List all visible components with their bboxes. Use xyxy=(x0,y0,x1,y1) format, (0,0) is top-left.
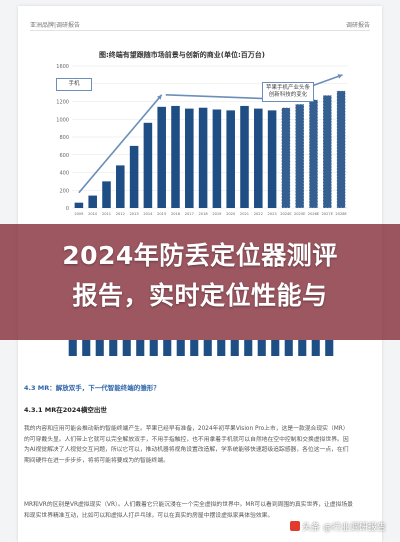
bar-bottom-segment xyxy=(176,340,185,356)
bar-bottom-segment xyxy=(68,340,77,356)
data-bar xyxy=(171,105,180,208)
chart-title: 图:终端有望跟随市场前景与创新的商业(单位:百万台) xyxy=(99,51,265,59)
x-tick-label: 2025E xyxy=(294,212,306,216)
x-tick-label: 2026E xyxy=(308,212,320,216)
y-tick-label: 0 xyxy=(66,206,69,212)
data-bar xyxy=(267,110,277,208)
header-left-text: 亚洲品牌|调研报告 xyxy=(30,22,81,29)
bar-bottom-segment xyxy=(95,340,104,356)
chart-bars xyxy=(74,90,346,209)
header-divider xyxy=(30,30,370,31)
y-tick-label: 600 xyxy=(59,153,69,159)
bar-bottom-segment xyxy=(217,340,226,356)
forecast-bar xyxy=(295,104,304,208)
bar-bottom-segment xyxy=(311,340,320,356)
x-tick-label: 2014 xyxy=(143,212,153,216)
y-tick-label: 400 xyxy=(59,171,69,177)
x-tick-label: 2020 xyxy=(226,212,236,216)
bar-bottom-segment xyxy=(122,340,131,356)
x-tick-label: 2028E xyxy=(335,212,347,216)
data-bar xyxy=(74,202,84,208)
forecast-bar xyxy=(323,95,332,208)
bar-bottom-segment xyxy=(203,340,212,356)
bar-bottom-segment xyxy=(82,340,91,356)
bar-bottom-segment xyxy=(163,340,172,356)
chart-callout-left: 手机 xyxy=(56,78,92,91)
body-paragraph-2: MR和VR的区别是VR虚拟现实（VR）。人们戴着它只能沉浸在一个完全虚拟的世界中… xyxy=(24,502,353,519)
y-tick-label: 200 xyxy=(59,188,69,194)
forecast-hatch xyxy=(295,103,305,209)
bar-bottom-segment xyxy=(244,340,253,356)
bar-bottom-segment xyxy=(271,340,280,356)
data-bar xyxy=(226,110,235,208)
data-bar xyxy=(143,122,153,208)
data-bar xyxy=(185,108,194,208)
x-tick-label: 2017 xyxy=(185,212,194,216)
forecast-bar xyxy=(336,90,346,208)
subsection-heading: 4.3.1 MR在2024横空出世 xyxy=(24,406,107,414)
forecast-bar xyxy=(281,107,291,208)
x-tick-label: 2009 xyxy=(74,212,84,216)
x-tick-label: 2016 xyxy=(171,212,181,216)
headline-text: 2024年防丢定位器测评 报告，实时定位性能与 xyxy=(0,236,400,316)
forecast-bar xyxy=(309,99,318,208)
headline-banner xyxy=(0,224,400,340)
bar-bottom-segment xyxy=(257,340,266,356)
data-bar xyxy=(212,109,222,208)
bar-bottom-segment xyxy=(284,340,293,356)
x-tick-label: 2024E xyxy=(280,212,292,216)
x-tick-label: 2022 xyxy=(254,212,263,216)
data-bar xyxy=(198,107,208,208)
forecast-hatch xyxy=(336,90,346,209)
bar-bottom-segment xyxy=(136,340,145,356)
chart-callout-right: 苹果手机产业头条创新科技的变化 xyxy=(262,82,314,102)
bar-bottom-segment xyxy=(190,340,199,356)
x-tick-label: 2023 xyxy=(268,212,277,216)
y-tick-label: 1200 xyxy=(56,100,69,106)
x-tick-label: 2021 xyxy=(240,212,249,216)
x-tick-label: 2015 xyxy=(157,212,166,216)
forecast-hatch xyxy=(281,107,291,209)
trend-arrow-line xyxy=(78,94,163,194)
trend-arrow-head xyxy=(337,74,343,79)
x-tick-label: 2018 xyxy=(199,212,209,216)
forecast-hatch xyxy=(322,94,332,209)
x-tick-label: 2012 xyxy=(116,212,125,216)
data-bar xyxy=(129,145,139,208)
bar-bottom-segment xyxy=(325,340,334,356)
bar-bottom-segment xyxy=(230,340,239,356)
trend-arrow-line xyxy=(165,94,273,100)
x-axis-ticks: 2009 2010 2011 2012 2013 2014 2015 2016 2017 2018… xyxy=(74,212,347,216)
data-bar xyxy=(102,181,111,208)
x-tick-label: 2011 xyxy=(102,212,111,216)
y-tick-label: 1000 xyxy=(56,117,69,123)
x-tick-label: 2010 xyxy=(88,212,98,216)
headline-line-2: 报告，实时定位性能与 xyxy=(72,281,328,310)
body-paragraph-1: 我的内容和应用可能会推动新的智能终端产生。苹果已经早有准备，2024年初苹果Vi… xyxy=(24,426,349,464)
header-right-text: 调研报告 xyxy=(345,22,370,29)
trend-arrow-head xyxy=(157,94,162,100)
data-bar xyxy=(240,105,249,208)
bar-bottom-segment xyxy=(298,340,307,356)
bar-bottom-segment xyxy=(149,340,158,356)
bar-bottom-segment xyxy=(109,340,118,356)
y-tick-label: 1600 xyxy=(56,64,69,70)
y-tick-label: 800 xyxy=(59,135,69,141)
chart-bars-bottom xyxy=(68,340,334,356)
data-bar xyxy=(88,195,97,208)
x-tick-label: 2019 xyxy=(212,212,222,216)
data-bar xyxy=(157,106,166,208)
watermark: 头条 @行业调研报告 xyxy=(290,520,386,533)
x-tick-label: 2013 xyxy=(130,212,139,216)
data-bar xyxy=(116,165,125,208)
headline-line-1: 2024年防丢定位器测评 xyxy=(62,241,338,270)
x-tick-label: 2027E xyxy=(322,212,334,216)
data-bar xyxy=(254,108,263,208)
section-heading: 4.3 MR：解放双手，下一代智能终端的雏形？ xyxy=(24,384,160,392)
toutiao-logo-icon xyxy=(290,521,301,531)
watermark-text: 头条 @行业调研报告 xyxy=(302,523,386,533)
